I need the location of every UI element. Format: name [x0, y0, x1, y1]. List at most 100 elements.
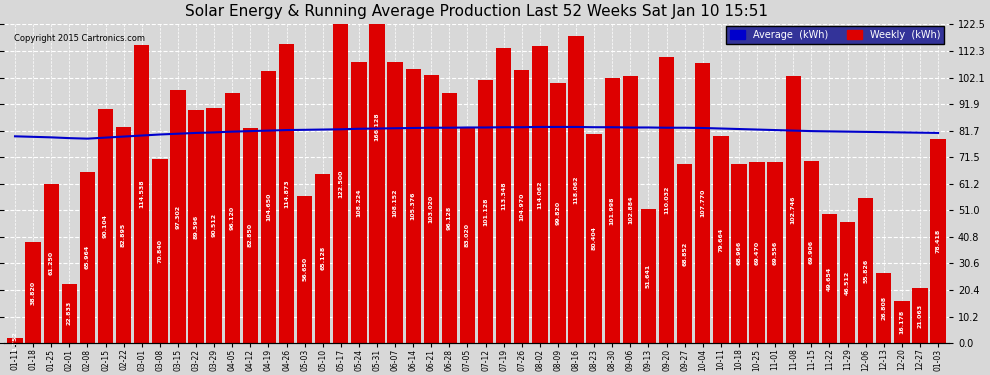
- Text: 105.376: 105.376: [411, 192, 416, 220]
- Text: 101.998: 101.998: [610, 196, 615, 225]
- Bar: [7, 339, 23, 343]
- Bar: [152, 159, 167, 343]
- Text: 96.120: 96.120: [230, 206, 235, 230]
- Bar: [170, 90, 185, 343]
- Text: Copyright 2015 Cartronics.com: Copyright 2015 Cartronics.com: [14, 34, 145, 43]
- Text: 79.664: 79.664: [719, 227, 724, 252]
- Text: 110.032: 110.032: [664, 186, 669, 214]
- Bar: [279, 44, 294, 343]
- Bar: [297, 196, 312, 343]
- Text: 104.650: 104.650: [266, 193, 271, 221]
- Bar: [225, 93, 240, 343]
- Text: 101.128: 101.128: [483, 197, 488, 226]
- Bar: [514, 70, 530, 343]
- Bar: [496, 48, 512, 343]
- Text: 122.500: 122.500: [339, 170, 344, 198]
- Text: 69.470: 69.470: [754, 241, 759, 265]
- Bar: [568, 36, 584, 343]
- Text: 51.641: 51.641: [646, 264, 651, 288]
- Legend: Average  (kWh), Weekly  (kWh): Average (kWh), Weekly (kWh): [727, 26, 944, 44]
- Text: 89.596: 89.596: [193, 214, 199, 238]
- Text: 104.970: 104.970: [520, 192, 525, 221]
- Text: 56.650: 56.650: [302, 257, 307, 282]
- Text: 82.895: 82.895: [121, 223, 126, 248]
- Text: 1.752: 1.752: [13, 331, 18, 351]
- Bar: [260, 71, 276, 343]
- Text: 90.512: 90.512: [212, 213, 217, 237]
- Text: 46.512: 46.512: [845, 270, 850, 295]
- Bar: [586, 134, 602, 343]
- Bar: [641, 209, 656, 343]
- Text: 78.418: 78.418: [936, 229, 940, 253]
- Bar: [80, 171, 95, 343]
- Bar: [134, 45, 149, 343]
- Text: 21.063: 21.063: [918, 304, 923, 328]
- Bar: [732, 164, 746, 343]
- Bar: [533, 46, 547, 343]
- Text: 80.404: 80.404: [592, 226, 597, 251]
- Bar: [912, 288, 928, 343]
- Bar: [931, 139, 945, 343]
- Text: 68.966: 68.966: [737, 241, 742, 266]
- Bar: [822, 214, 838, 343]
- Bar: [442, 93, 457, 343]
- Bar: [116, 128, 132, 343]
- Text: 26.808: 26.808: [881, 296, 886, 320]
- Bar: [659, 57, 674, 343]
- Bar: [840, 222, 855, 343]
- Text: 68.852: 68.852: [682, 242, 687, 266]
- Text: 103.020: 103.020: [429, 195, 434, 223]
- Bar: [623, 75, 639, 343]
- Bar: [459, 127, 475, 343]
- Bar: [315, 174, 331, 343]
- Text: 114.538: 114.538: [140, 180, 145, 209]
- Text: 108.152: 108.152: [393, 188, 398, 217]
- Bar: [695, 63, 711, 343]
- Text: 97.302: 97.302: [175, 204, 180, 229]
- Text: 114.062: 114.062: [538, 180, 543, 209]
- Text: 113.348: 113.348: [501, 182, 506, 210]
- Text: 83.020: 83.020: [465, 223, 470, 247]
- Bar: [406, 69, 421, 343]
- Text: 65.128: 65.128: [320, 246, 325, 270]
- Text: 107.770: 107.770: [700, 189, 705, 217]
- Bar: [26, 242, 41, 343]
- Text: 118.062: 118.062: [573, 175, 578, 204]
- Text: 90.104: 90.104: [103, 214, 108, 238]
- Text: 65.964: 65.964: [85, 245, 90, 269]
- Bar: [858, 198, 873, 343]
- Bar: [767, 162, 783, 343]
- Text: 38.820: 38.820: [31, 280, 36, 304]
- Text: 96.128: 96.128: [446, 206, 451, 230]
- Text: 69.556: 69.556: [772, 240, 778, 265]
- Text: 102.884: 102.884: [628, 195, 633, 223]
- Bar: [207, 108, 222, 343]
- Bar: [550, 84, 565, 343]
- Text: 69.906: 69.906: [809, 240, 814, 264]
- Text: 108.224: 108.224: [356, 188, 361, 217]
- Text: 166.128: 166.128: [374, 113, 379, 141]
- Bar: [894, 301, 910, 343]
- Bar: [369, 0, 385, 343]
- Bar: [786, 76, 801, 343]
- Text: 82.850: 82.850: [248, 223, 252, 248]
- Text: 70.840: 70.840: [157, 239, 162, 263]
- Bar: [804, 161, 819, 343]
- Text: 102.746: 102.746: [791, 195, 796, 224]
- Bar: [876, 273, 891, 343]
- Bar: [605, 78, 620, 343]
- Text: 22.833: 22.833: [66, 301, 72, 326]
- Text: 49.654: 49.654: [827, 266, 832, 291]
- Text: 61.250: 61.250: [49, 251, 53, 276]
- Bar: [44, 184, 59, 343]
- Bar: [478, 80, 493, 343]
- Bar: [749, 162, 764, 343]
- Text: 114.873: 114.873: [284, 179, 289, 208]
- Bar: [333, 24, 348, 343]
- Bar: [61, 284, 77, 343]
- Bar: [98, 109, 113, 343]
- Bar: [351, 62, 366, 343]
- Text: 55.826: 55.826: [863, 258, 868, 283]
- Bar: [677, 164, 692, 343]
- Bar: [713, 136, 729, 343]
